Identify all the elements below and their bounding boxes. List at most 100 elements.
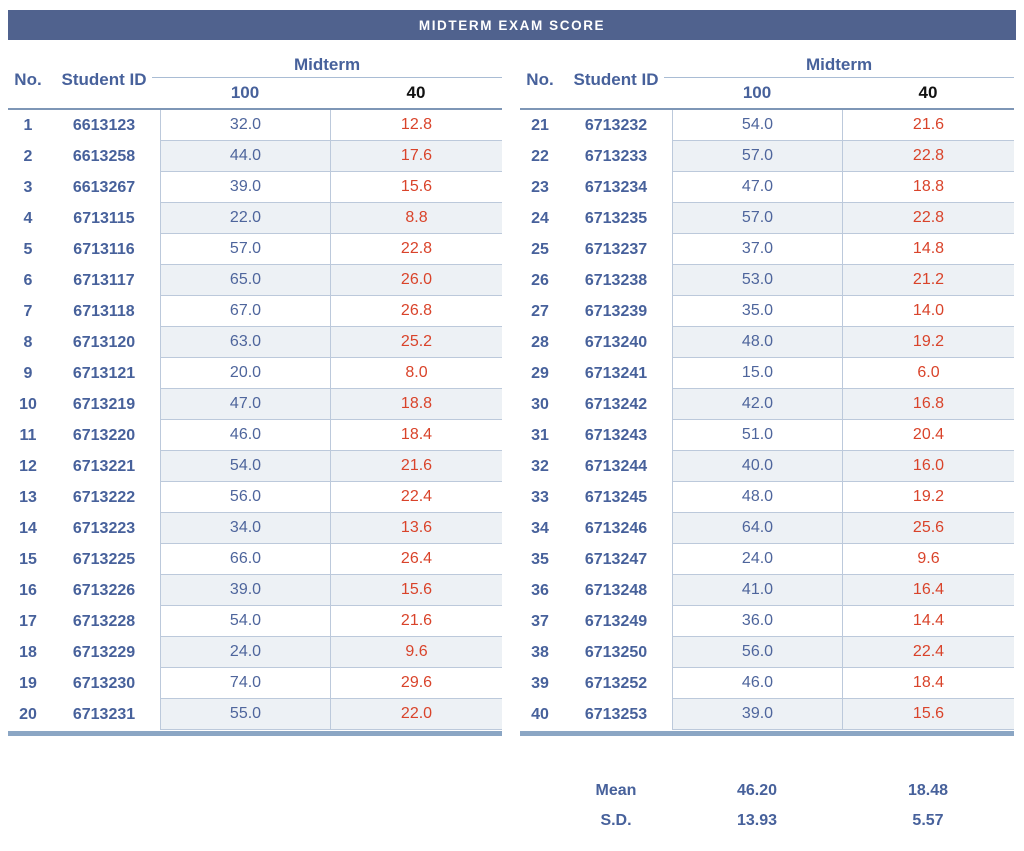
cell-no: 34 [531,519,549,537]
cell-no: 39 [531,674,549,692]
cell-score-100: 15.0 [672,358,842,389]
cell-score-100: 39.0 [672,699,842,730]
cell-no: 5 [23,240,33,258]
table-row: 8 6713120 63.0 25.2 [8,327,502,358]
cell-no: 4 [23,209,33,227]
page-title: MIDTERM EXAM SCORE [418,17,606,33]
cell-student-id: 6713221 [72,457,136,475]
table-row: 3 6613267 39.0 15.6 [8,172,502,203]
cell-no: 18 [19,643,37,661]
cell-student-id: 6713116 [73,240,135,258]
cell-score-40: 18.4 [842,668,1014,699]
title-bar: MIDTERM EXAM SCORE [8,10,1016,40]
cell-student-id: 6713234 [584,178,648,196]
cell-score-40: 21.6 [330,606,502,637]
cell-score-100: 56.0 [160,482,330,513]
cell-score-100: 47.0 [672,172,842,203]
table-row: 21 6713232 54.0 21.6 [520,110,1014,141]
table-row: 26 6713238 53.0 21.2 [520,265,1014,296]
cell-score-100: 57.0 [672,203,842,234]
table-row: 11 6713220 46.0 18.4 [8,420,502,451]
cell-no: 31 [531,426,549,444]
cell-score-100: 44.0 [160,141,330,172]
cell-score-100: 37.0 [672,234,842,265]
cell-student-id: 6713226 [72,581,136,599]
cell-student-id: 6713253 [584,705,648,723]
cell-score-40: 14.8 [842,234,1014,265]
cell-score-40: 29.6 [330,668,502,699]
cell-score-100: 42.0 [672,389,842,420]
cell-score-100: 34.0 [160,513,330,544]
table-header: No. Student ID Midterm 100 40 [8,46,502,110]
cell-student-id: 6613258 [72,147,136,165]
cell-student-id: 6713248 [584,581,648,599]
cell-no: 38 [531,643,549,661]
score-table-right: No. Student ID Midterm 100 40 21 6713232 5… [520,46,1014,736]
cell-score-40: 12.8 [330,110,502,141]
cell-score-40: 8.0 [330,358,502,389]
cell-score-40: 16.0 [842,451,1014,482]
cell-no: 14 [19,519,37,537]
cell-no: 20 [19,705,37,723]
cell-no: 12 [19,457,37,475]
cell-student-id: 6713239 [584,302,648,320]
cell-no: 13 [19,488,37,506]
cell-student-id: 6613267 [72,178,136,196]
table-row: 10 6713219 47.0 18.8 [8,389,502,420]
cell-student-id: 6713240 [584,333,648,351]
table-row: 23 6713234 47.0 18.8 [520,172,1014,203]
table-row: 20 6713231 55.0 22.0 [8,699,502,730]
summary-stats: Mean 46.20 18.48 S.D. 13.93 5.57 [520,776,1016,836]
col-header-student-id: Student ID [61,70,147,89]
cell-score-100: 66.0 [160,544,330,575]
cell-student-id: 6713228 [72,612,136,630]
cell-score-40: 16.8 [842,389,1014,420]
cell-score-100: 41.0 [672,575,842,606]
cell-no: 33 [531,488,549,506]
cell-student-id: 6713118 [73,302,135,320]
table-row: 14 6713223 34.0 13.6 [8,513,502,544]
col-header-40: 40 [918,83,938,102]
cell-score-100: 22.0 [160,203,330,234]
cell-student-id: 6713230 [72,674,136,692]
cell-student-id: 6713245 [584,488,648,506]
table-row: 15 6713225 66.0 26.4 [8,544,502,575]
cell-no: 7 [23,302,33,320]
cell-no: 26 [531,271,549,289]
cell-no: 17 [19,612,37,630]
table-row: 27 6713239 35.0 14.0 [520,296,1014,327]
cell-score-40: 18.8 [842,172,1014,203]
cell-score-40: 26.0 [330,265,502,296]
table-body: 21 6713232 54.0 21.6 22 6713233 57.0 22.8 23 6713… [520,110,1014,736]
cell-score-40: 18.8 [330,389,502,420]
table-row: 35 6713247 24.0 9.6 [520,544,1014,575]
cell-score-40: 14.4 [842,606,1014,637]
cell-score-100: 57.0 [160,234,330,265]
table-row: 16 6713226 39.0 15.6 [8,575,502,606]
cell-no: 10 [19,395,37,413]
cell-score-100: 32.0 [160,110,330,141]
cell-score-40: 20.4 [842,420,1014,451]
col-header-no: No. [526,70,554,89]
cell-no: 35 [531,550,549,568]
cell-score-40: 22.8 [842,141,1014,172]
cell-score-40: 14.0 [842,296,1014,327]
table-row: 28 6713240 48.0 19.2 [520,327,1014,358]
table-row: 12 6713221 54.0 21.6 [8,451,502,482]
mean-score-100: 46.20 [736,782,778,799]
cell-student-id: 6713246 [584,519,648,537]
cell-score-40: 15.6 [842,699,1014,730]
cell-student-id: 6713120 [72,333,136,351]
cell-score-100: 56.0 [672,637,842,668]
cell-no: 29 [531,364,549,382]
cell-score-40: 26.4 [330,544,502,575]
cell-score-100: 65.0 [160,265,330,296]
table-row: 39 6713252 46.0 18.4 [520,668,1014,699]
table-row: 4 6713115 22.0 8.8 [8,203,502,234]
cell-score-40: 8.8 [330,203,502,234]
table-row: 2 6613258 44.0 17.6 [8,141,502,172]
cell-student-id: 6713232 [584,116,648,134]
cell-no: 1 [23,116,33,134]
cell-score-100: 67.0 [160,296,330,327]
cell-score-40: 17.6 [330,141,502,172]
